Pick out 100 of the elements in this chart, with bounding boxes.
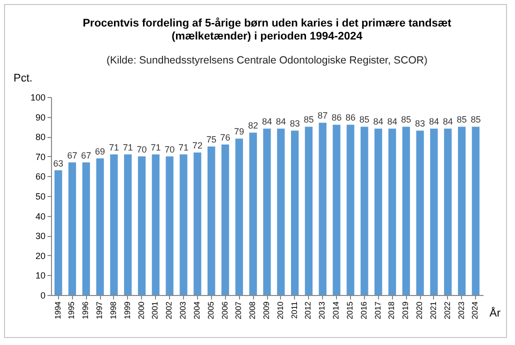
y-tick-label: 10	[35, 270, 46, 281]
y-tick-label: 20	[35, 250, 46, 261]
x-tick-label: 2018	[387, 300, 396, 320]
x-tick-label: 2017	[373, 300, 382, 320]
x-tick-label: 1997	[95, 300, 104, 320]
bar	[472, 126, 480, 295]
y-tick-label: 30	[35, 231, 46, 242]
data-label: 85	[456, 114, 467, 125]
x-tick-label: 2008	[248, 300, 258, 320]
bar	[402, 126, 410, 295]
data-label: 71	[108, 142, 119, 152]
bar	[332, 124, 340, 295]
data-label: 71	[178, 142, 189, 152]
x-tick-label: 2019	[401, 300, 410, 320]
data-label: 82	[248, 120, 258, 131]
bar	[388, 128, 396, 295]
x-tick-label: 2003	[178, 300, 188, 320]
data-label: 70	[136, 144, 147, 154]
bar	[458, 126, 466, 295]
y-tick-label: 60	[35, 172, 46, 182]
bar	[124, 154, 132, 295]
data-label: 84	[387, 116, 398, 127]
y-tick-label: 40	[35, 211, 46, 222]
x-tick-label: 2024	[470, 300, 480, 320]
data-label: 85	[304, 114, 314, 125]
x-tick-label: 2023	[456, 300, 466, 320]
bar	[152, 154, 160, 295]
bar	[54, 170, 62, 295]
bar	[277, 128, 285, 295]
bar	[96, 158, 104, 295]
y-tick-label: 80	[35, 132, 46, 142]
data-label: 84	[262, 116, 272, 127]
bar	[166, 156, 174, 295]
x-tick-label: 2010	[276, 300, 285, 320]
bar	[304, 126, 313, 295]
data-label: 85	[401, 114, 412, 125]
x-tick-label: 2000	[136, 300, 146, 320]
bar	[374, 128, 382, 295]
y-tick-label: 90	[35, 112, 46, 122]
x-tick-label: 1998	[108, 300, 118, 320]
x-tick-label: 1996	[81, 300, 90, 320]
x-tick-label: 2015	[345, 300, 354, 320]
bar	[221, 144, 230, 295]
data-label: 71	[122, 142, 133, 152]
y-axis-title: Pct.	[14, 72, 32, 84]
bar	[110, 154, 118, 295]
bar	[416, 130, 424, 295]
bar	[82, 162, 90, 295]
data-label: 63	[53, 158, 64, 168]
data-label: 83	[415, 118, 426, 129]
y-tick-label: 100	[30, 92, 46, 102]
data-label: 86	[345, 112, 356, 123]
data-label: 71	[150, 142, 161, 152]
x-tick-label: 2009	[262, 300, 271, 320]
data-label: 75	[206, 134, 216, 144]
data-label: 85	[359, 114, 370, 125]
bar	[291, 130, 299, 295]
bar	[346, 124, 354, 295]
data-label: 84	[276, 116, 286, 127]
x-tick-label: 2001	[150, 300, 160, 320]
x-tick-label: 2006	[220, 300, 230, 320]
bar	[180, 154, 188, 295]
bar	[68, 162, 76, 295]
x-tick-label: 1994	[53, 300, 62, 320]
bar	[138, 156, 146, 295]
data-label: 84	[442, 116, 453, 127]
x-tick-label: 2007	[234, 300, 244, 320]
data-label: 87	[318, 110, 328, 121]
x-tick-label: 2014	[332, 300, 341, 320]
bar	[249, 132, 257, 295]
data-label: 86	[332, 112, 342, 123]
data-label: 69	[95, 146, 106, 156]
data-label: 79	[234, 126, 244, 137]
data-label: 76	[220, 132, 230, 143]
text: (Kilde: Sundhedsstyrelsens Centrale Odontologiske Register, SCOR)	[106, 54, 428, 66]
bar	[318, 122, 326, 295]
x-tick-label: 2021	[428, 300, 438, 320]
y-tick-label: 70	[35, 152, 46, 162]
data-label: 70	[164, 144, 175, 154]
chart-title: Procentvis fordeling af 5-årige børn uden karies i det primære tandsæt (mælketænder) i perioden 1994-2024	[82, 16, 452, 42]
y-tick-label: 50	[35, 192, 46, 202]
data-label: 72	[192, 140, 202, 150]
x-tick-label: 2002	[164, 300, 174, 320]
bar	[208, 146, 216, 295]
data-label: 84	[373, 116, 384, 127]
data-label: 67	[67, 150, 78, 160]
data-label: 67	[81, 150, 92, 160]
x-tick-label: 2013	[318, 300, 327, 320]
bar	[444, 128, 452, 295]
x-tick-label: 2016	[359, 300, 368, 320]
x-tick-label: 1995	[67, 300, 76, 320]
x-tick-label: 2020	[415, 300, 424, 320]
data-label: 83	[290, 118, 300, 129]
bar	[235, 138, 243, 295]
bar	[430, 128, 438, 295]
bar	[194, 152, 202, 295]
x-tick-label: 2005	[206, 300, 216, 320]
x-tick-label: 2011	[290, 300, 299, 319]
data-label: 84	[428, 116, 439, 127]
y-tick-label: 0	[40, 290, 46, 300]
